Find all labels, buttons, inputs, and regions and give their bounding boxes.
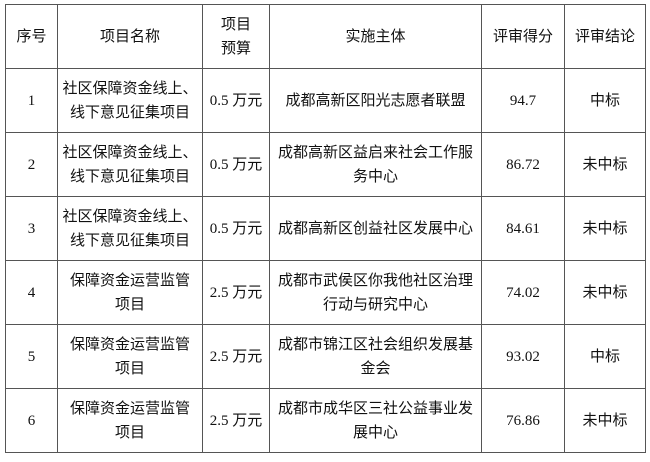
cell-project-name-line: 线下意见征集项目 [69,168,190,185]
cell-result: 未中标 [564,196,646,261]
cell-budget: 2.5 万元 [202,388,270,453]
cell-project-name: 社区保障资金线上、 线下意见征集项目 [57,68,203,133]
cell-organization-line: 成都市锦江区社会组织发展基 [277,336,473,353]
cell-result: 中标 [564,68,646,133]
header-budget: 项目 预算 [202,4,270,69]
header-name: 项目名称 [57,4,203,69]
cell-result: 中标 [564,324,646,389]
cell-organization-line: 成都高新区创益社区发展中心 [277,220,473,237]
cell-project-name-line: 线下意见征集项目 [69,104,190,121]
table-row: 2 社区保障资金线上、 线下意见征集项目 0.5 万元 成都高新区益启来社会工作服 务中心… [5,132,646,197]
header-score: 评审得分 [481,4,565,69]
cell-project-name-line: 保障资金运营监管 [69,272,190,289]
cell-result: 未中标 [564,388,646,453]
cell-budget: 0.5 万元 [202,196,270,261]
table-row: 6 保障资金运营监管 项目 2.5 万元 成都市成华区三社公益事业发 展中心 76.86 未中… [5,388,646,453]
cell-budget: 0.5 万元 [202,132,270,197]
cell-score: 74.02 [481,260,565,325]
cell-project-name-line: 项目 [114,360,145,377]
cell-organization-line: 成都市武侯区你我他社区治理 [277,272,473,289]
cell-project-name-line: 保障资金运营监管 [69,400,190,417]
cell-score: 93.02 [481,324,565,389]
cell-index: 1 [5,68,58,133]
cell-result: 未中标 [564,260,646,325]
cell-organization: 成都市锦江区社会组织发展基 金会 [269,324,482,389]
header-result: 评审结论 [564,4,646,69]
cell-organization: 成都市武侯区你我他社区治理 行动与研究中心 [269,260,482,325]
cell-organization-line: 展中心 [352,424,398,441]
cell-index: 4 [5,260,58,325]
header-budget-line1: 项目 [220,16,251,33]
cell-organization: 成都高新区益启来社会工作服 务中心 [269,132,482,197]
table-row: 3 社区保障资金线上、 线下意见征集项目 0.5 万元 成都高新区创益社区发展中心 84.… [5,196,646,261]
cell-organization-line: 金会 [360,360,391,377]
cell-budget: 2.5 万元 [202,260,270,325]
cell-project-name-line: 线下意见征集项目 [69,232,190,249]
header-org: 实施主体 [269,4,482,69]
cell-index: 5 [5,324,58,389]
cell-project-name-line: 社区保障资金线上、 [62,208,198,225]
cell-project-name-line: 项目 [114,296,145,313]
cell-project-name: 社区保障资金线上、 线下意见征集项目 [57,196,203,261]
cell-organization-line: 成都市成华区三社公益事业发 [277,400,473,417]
cell-project-name: 保障资金运营监管 项目 [57,260,203,325]
table-row: 1 社区保障资金线上、 线下意见征集项目 0.5 万元 成都高新区阳光志愿者联盟 94.7… [5,68,646,133]
cell-project-name: 保障资金运营监管 项目 [57,324,203,389]
cell-index: 3 [5,196,58,261]
cell-organization-line: 务中心 [352,168,398,185]
cell-organization-line: 行动与研究中心 [322,296,428,313]
cell-organization: 成都高新区阳光志愿者联盟 [269,68,482,133]
cell-organization-line: 成都高新区阳光志愿者联盟 [285,92,466,109]
cell-score: 84.61 [481,196,565,261]
cell-score: 86.72 [481,132,565,197]
header-budget-line2: 预算 [220,40,251,57]
cell-organization-line: 成都高新区益启来社会工作服 [277,144,473,161]
cell-organization: 成都高新区创益社区发展中心 [269,196,482,261]
cell-project-name-line: 社区保障资金线上、 [62,144,198,161]
cell-project-name: 社区保障资金线上、 线下意见征集项目 [57,132,203,197]
cell-budget: 2.5 万元 [202,324,270,389]
header-row: 序号 项目名称 项目预算 实施主体 评审得分 评审结论 [5,4,646,69]
cell-score: 94.7 [481,68,565,133]
cell-index: 6 [5,388,58,453]
cell-score: 76.86 [481,388,565,453]
results-table: 序号 项目名称 项目 预算 实施主体 评审得分 评审结论 1 社区保障资金线上、 线下… [5,4,646,453]
header-index: 序号 [5,4,58,69]
cell-result: 未中标 [564,132,646,197]
cell-organization: 成都市成华区三社公益事业发 展中心 [269,388,482,453]
cell-index: 2 [5,132,58,197]
cell-project-name: 保障资金运营监管 项目 [57,388,203,453]
cell-project-name-line: 社区保障资金线上、 [62,80,198,97]
cell-budget: 0.5 万元 [202,68,270,133]
table-row: 5 保障资金运营监管 项目 2.5 万元 成都市锦江区社会组织发展基 金会 93.02 中标 [5,324,646,389]
table-row: 4 保障资金运营监管 项目 2.5 万元 成都市武侯区你我他社区治理 行动与研究中心 74.… [5,260,646,325]
cell-project-name-line: 项目 [114,424,145,441]
cell-project-name-line: 保障资金运营监管 [69,336,190,353]
